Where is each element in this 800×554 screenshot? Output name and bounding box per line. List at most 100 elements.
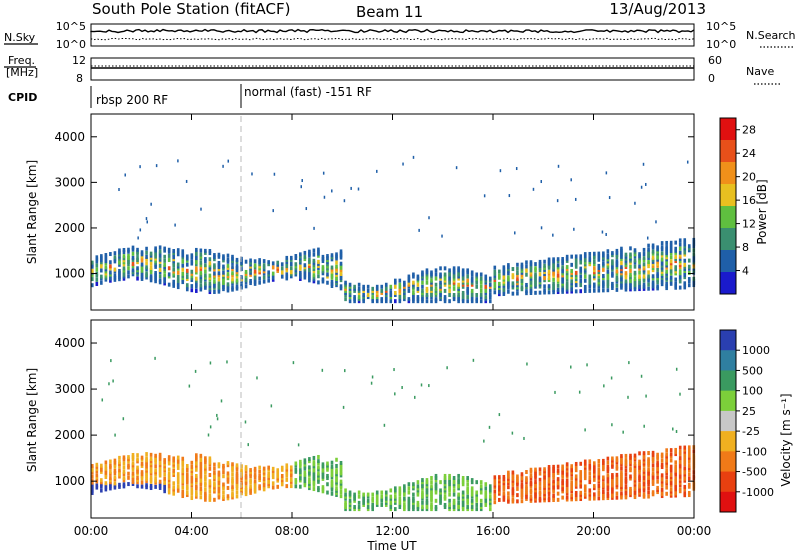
echo-cell [624,287,628,292]
echo-cell [493,493,497,498]
echo-cell [339,460,343,465]
echo-cell [678,269,682,274]
echo-cell [163,254,166,259]
echo-cell [470,488,474,493]
echo-cell [235,278,239,283]
echo-cell [131,264,135,269]
echo-cell [253,487,257,492]
echo-cell [538,467,542,472]
echo-cell [683,476,687,481]
colorbar-swatch [720,140,736,163]
echo-cell [561,257,564,262]
echo-cell [470,480,474,485]
echo-cell [511,480,515,485]
echo-cell [213,481,216,486]
echo-cell [421,482,424,487]
echo-cell [100,467,103,472]
echo-cell [222,264,225,269]
echo-cell [330,475,334,480]
echo-cell [452,295,456,300]
echo-cell [669,240,673,245]
echo-cell [403,290,406,295]
echo-cell [547,483,551,488]
echo-cell [249,472,252,477]
echo-cell [579,480,583,485]
echo-cell [430,272,433,277]
echo-cell [606,477,610,482]
echo-cell [525,490,528,495]
echo-cell [204,487,207,492]
echo-cell [217,470,221,475]
echo-cell [525,289,528,294]
echo-cell [140,463,144,468]
echo-cell [470,492,474,497]
echo-cell [606,487,610,492]
echo-cell [543,263,546,268]
echo-cell [665,286,668,291]
echo-cell [285,469,289,474]
echo-cell [669,244,673,249]
echo-cell [425,480,429,485]
echo-cell [362,299,365,304]
echo-cell [425,507,429,512]
echo-cell [109,272,112,277]
echo-cell [525,260,528,265]
echo-cell [140,266,144,271]
echo-cell [109,465,112,470]
echo-cell [389,290,393,295]
echo-cell [457,502,460,507]
echo-cell [199,468,203,473]
echo-cell [592,266,596,271]
echo-cell [466,476,469,481]
echo-cell [149,461,153,466]
echo-cell [629,252,632,257]
echo-cell [208,263,212,268]
echo-cell [185,474,189,479]
echo-cell [534,274,537,279]
echo-cell [651,276,655,281]
echo-cell [457,480,460,485]
echo-cell [100,276,103,281]
echo-cell [185,472,189,477]
echo-cell [638,264,641,269]
echo-cell [461,478,465,483]
echo-cell [620,481,623,486]
echo-cell [95,257,99,262]
echo-cell [326,461,329,466]
echo-cell [235,484,239,489]
echo-cell [185,262,189,267]
echo-cell [584,428,586,432]
echo-cell [412,502,415,507]
echo-cell [330,479,334,484]
echo-cell [235,463,239,468]
echo-cell [231,258,234,263]
echo-cell [588,490,592,495]
echo-cell [687,459,691,464]
echo-cell [443,278,447,283]
echo-cell [100,260,103,265]
echo-cell [317,465,320,470]
echo-cell [244,487,248,492]
echo-cell [185,478,189,483]
echo-cell [452,266,456,271]
echo-cell [181,275,185,280]
echo-cell [185,274,189,279]
echo-cell [615,261,619,266]
echo-cell [412,293,415,298]
echo-cell [479,299,483,304]
echo-cell [606,491,610,496]
echo-cell [321,487,325,492]
echo-cell [434,486,438,491]
echo-cell [597,253,601,258]
echo-cell [624,283,628,288]
echo-cell [127,260,130,265]
echo-cell [190,259,194,264]
echo-cell [154,256,157,261]
echo-cell [339,271,343,276]
echo-cell [176,459,180,464]
echo-cell [231,476,234,481]
echo-cell [167,266,171,271]
echo-cell [95,462,99,467]
echo-cell [543,487,546,492]
echo-cell [267,262,270,267]
